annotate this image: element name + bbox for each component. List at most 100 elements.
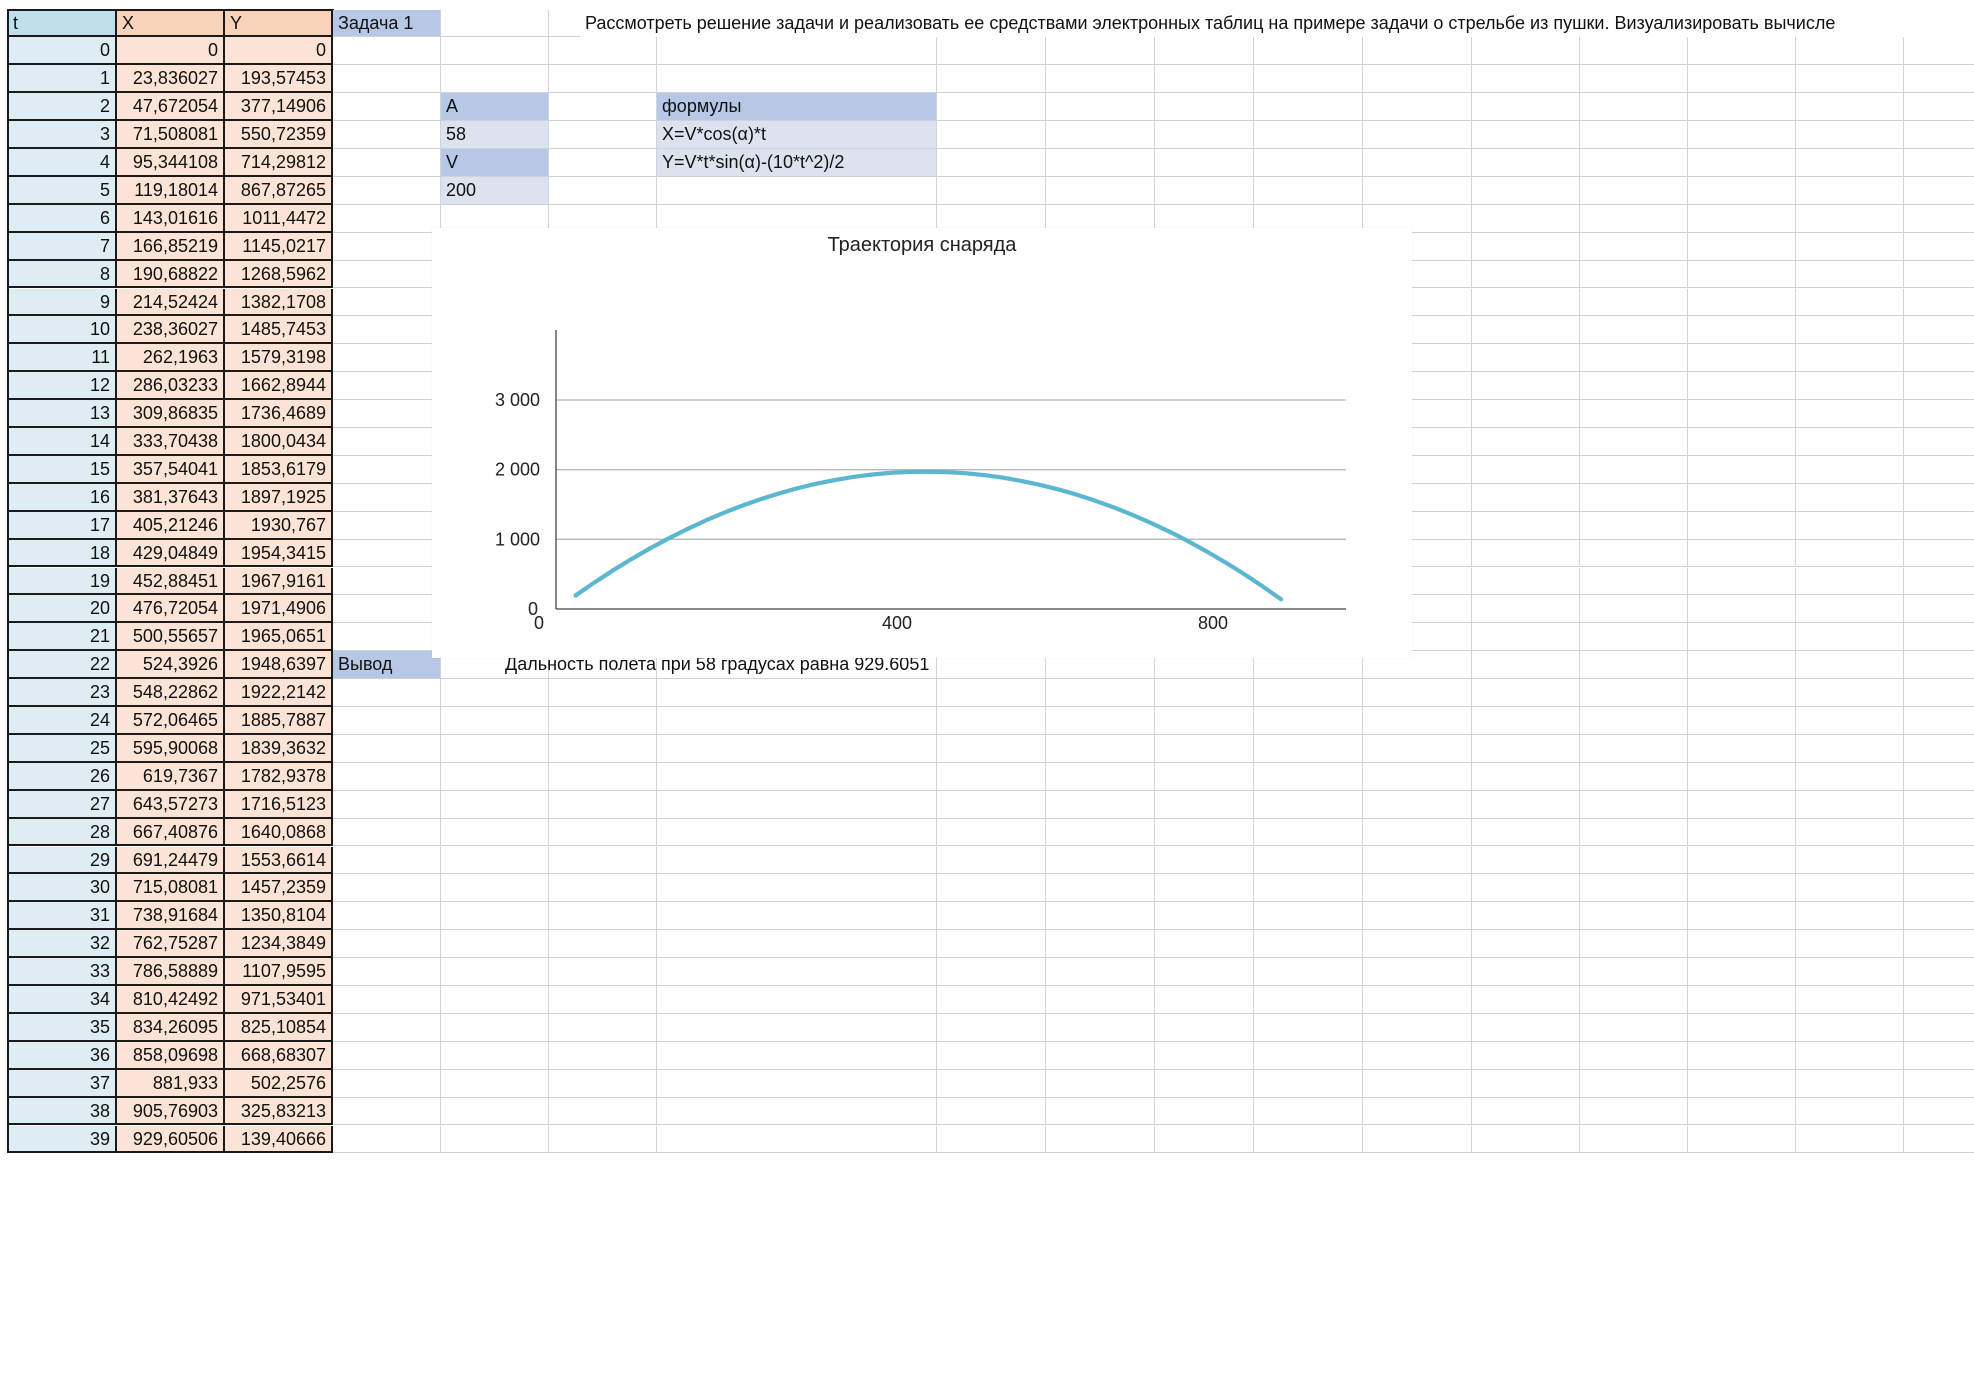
cell[interactable]: [1688, 651, 1796, 680]
cell[interactable]: [657, 734, 937, 763]
cell[interactable]: [1472, 1125, 1580, 1154]
cell[interactable]: [441, 1069, 549, 1098]
cell[interactable]: [1688, 874, 1796, 903]
cell[interactable]: [549, 958, 657, 986]
cell[interactable]: [1580, 595, 1688, 624]
cell[interactable]: [937, 679, 1046, 707]
cell[interactable]: [441, 818, 549, 847]
cell[interactable]: [1580, 623, 1688, 652]
cell[interactable]: [1254, 874, 1363, 903]
cell[interactable]: [1363, 204, 1472, 233]
cell[interactable]: [1363, 958, 1472, 986]
cell[interactable]: [1363, 149, 1472, 177]
cell[interactable]: [1254, 762, 1363, 791]
cell[interactable]: [1796, 260, 1904, 289]
x-cell[interactable]: 715,08081: [117, 874, 225, 903]
cell[interactable]: [1904, 233, 1974, 261]
y-cell[interactable]: 1965,0651: [225, 623, 333, 652]
cell[interactable]: [1363, 316, 1472, 345]
cell[interactable]: [1580, 1041, 1688, 1070]
y-cell[interactable]: 1553,6614: [225, 846, 333, 875]
cell[interactable]: [1688, 958, 1796, 986]
cell[interactable]: [1254, 902, 1363, 931]
cell[interactable]: [1580, 818, 1688, 847]
cell[interactable]: [441, 846, 549, 875]
cell[interactable]: [1046, 176, 1155, 205]
cell[interactable]: [657, 1013, 937, 1042]
cell[interactable]: [657, 902, 937, 931]
cell[interactable]: [549, 149, 657, 177]
cell[interactable]: [1580, 790, 1688, 819]
cell[interactable]: [1904, 400, 1974, 428]
cell[interactable]: [937, 874, 1046, 903]
cell[interactable]: [1363, 846, 1472, 875]
cell[interactable]: [1472, 344, 1580, 373]
t-cell[interactable]: 39: [8, 1125, 117, 1154]
t-cell[interactable]: 21: [8, 623, 117, 652]
cell[interactable]: [333, 65, 441, 94]
cell[interactable]: [1155, 651, 1254, 680]
cell[interactable]: [1688, 790, 1796, 819]
cell[interactable]: [333, 902, 441, 931]
cell[interactable]: [549, 1097, 657, 1126]
cell[interactable]: [333, 260, 441, 289]
cell[interactable]: [1363, 734, 1472, 763]
y-cell[interactable]: 1971,4906: [225, 595, 333, 624]
cell[interactable]: [441, 930, 549, 959]
cell[interactable]: [1580, 651, 1688, 680]
y-cell[interactable]: 1839,3632: [225, 734, 333, 763]
cell[interactable]: [333, 400, 441, 428]
cell[interactable]: [441, 679, 549, 707]
cell[interactable]: [1046, 93, 1155, 122]
cell[interactable]: [1580, 232, 1688, 261]
x-cell[interactable]: 905,76903: [117, 1097, 225, 1126]
cell[interactable]: [1796, 1125, 1904, 1154]
y-cell[interactable]: 714,29812: [225, 149, 333, 177]
y-cell[interactable]: 325,83213: [225, 1097, 333, 1126]
x-cell[interactable]: 834,26095: [117, 1013, 225, 1042]
cell[interactable]: [1363, 260, 1472, 289]
cell[interactable]: [1796, 595, 1904, 624]
cell[interactable]: [1155, 986, 1254, 1014]
t-cell[interactable]: 31: [8, 902, 117, 931]
cell[interactable]: [1904, 428, 1974, 456]
cell[interactable]: [1472, 316, 1580, 345]
cell[interactable]: [1472, 372, 1580, 401]
cell[interactable]: [1904, 568, 1974, 596]
cell[interactable]: [1363, 1041, 1472, 1070]
cell[interactable]: [1046, 818, 1155, 847]
cell[interactable]: [657, 65, 937, 94]
cell[interactable]: [1046, 1125, 1155, 1154]
cell[interactable]: [1155, 65, 1254, 94]
cell[interactable]: [1254, 176, 1363, 205]
cell[interactable]: [333, 372, 441, 401]
cell[interactable]: [441, 874, 549, 903]
cell[interactable]: [1046, 1097, 1155, 1126]
t-cell[interactable]: 37: [8, 1069, 117, 1098]
cell[interactable]: [1155, 176, 1254, 205]
cell[interactable]: [1472, 288, 1580, 317]
cell[interactable]: [1580, 372, 1688, 401]
cell[interactable]: [1580, 149, 1688, 177]
t-cell[interactable]: 20: [8, 595, 117, 624]
y-cell[interactable]: 1579,3198: [225, 344, 333, 373]
cell[interactable]: [1155, 1013, 1254, 1042]
cell[interactable]: [333, 149, 441, 177]
x-cell[interactable]: 47,672054: [117, 93, 225, 122]
y-cell[interactable]: 668,68307: [225, 1041, 333, 1070]
y-cell[interactable]: 825,10854: [225, 1013, 333, 1042]
cell[interactable]: [1904, 261, 1974, 289]
cell[interactable]: [937, 707, 1046, 735]
cell[interactable]: [441, 65, 549, 94]
cell[interactable]: [549, 37, 657, 66]
y-cell[interactable]: 1640,0868: [225, 818, 333, 847]
cell[interactable]: [1472, 483, 1580, 512]
y-cell[interactable]: 1485,7453: [225, 316, 333, 345]
cell[interactable]: [937, 790, 1046, 819]
cell[interactable]: [1688, 455, 1796, 484]
cell[interactable]: [1688, 567, 1796, 596]
cell[interactable]: [1796, 121, 1904, 149]
cell[interactable]: [1796, 372, 1904, 401]
cell[interactable]: [441, 902, 549, 931]
cell[interactable]: [1904, 512, 1974, 540]
